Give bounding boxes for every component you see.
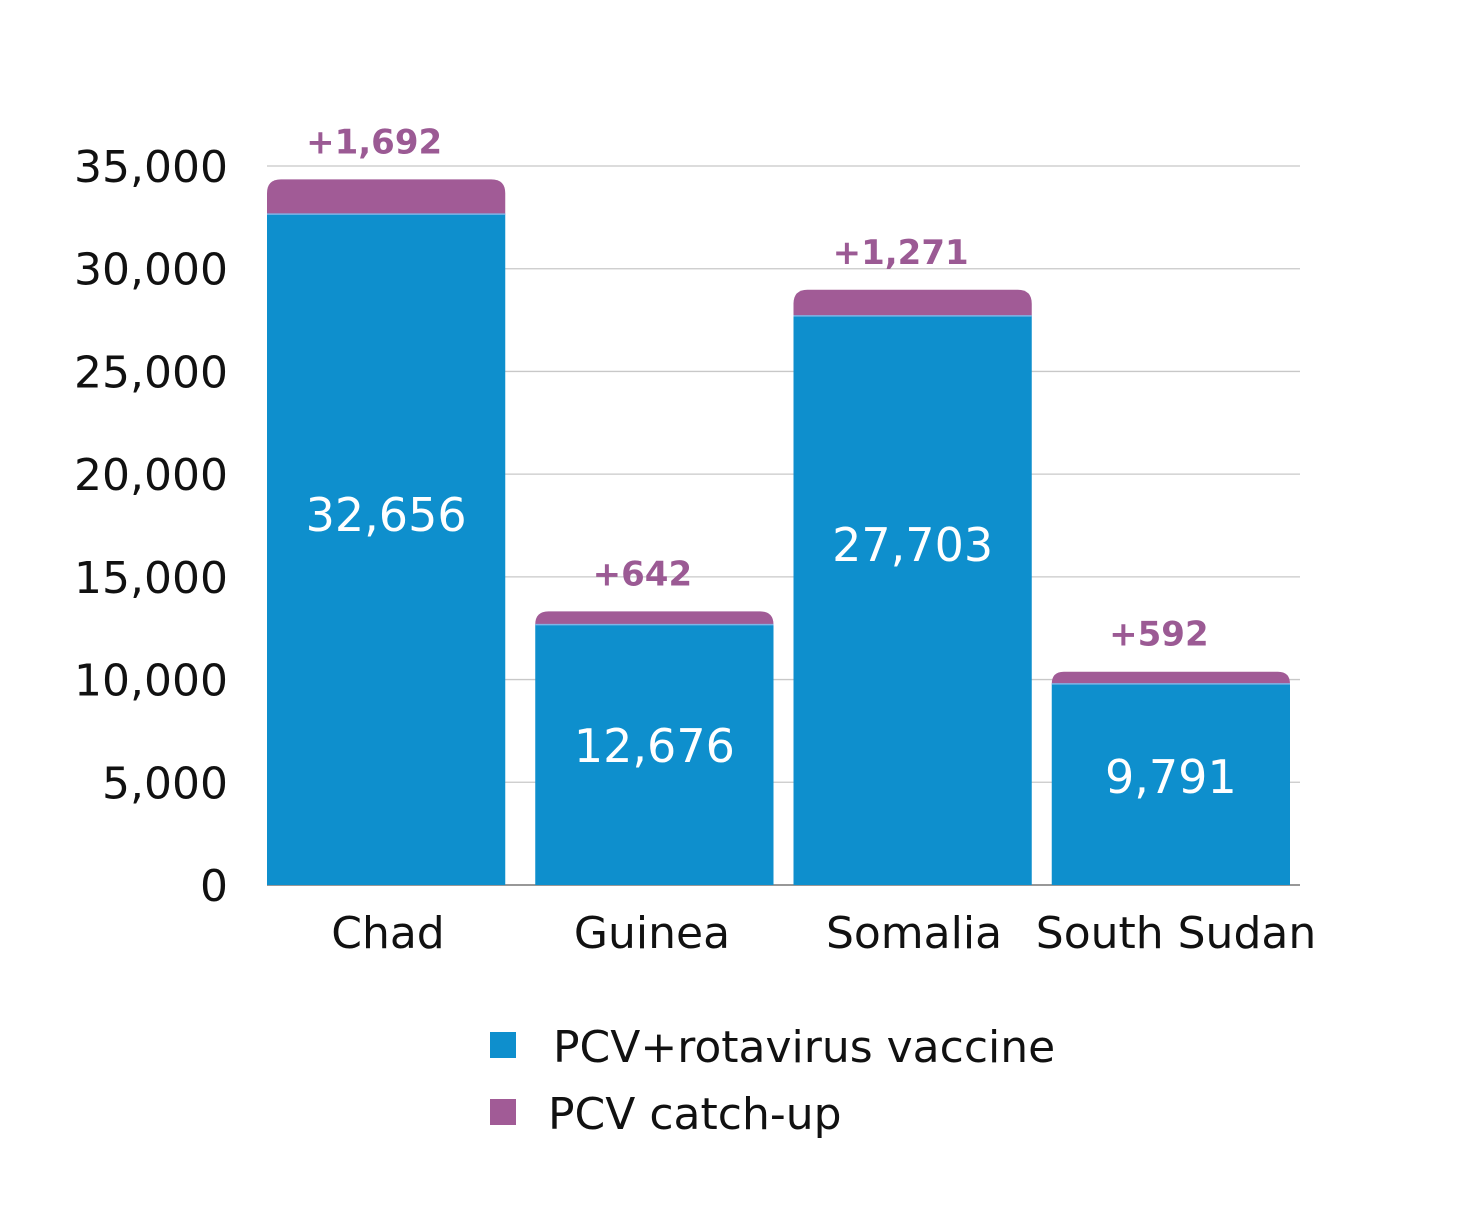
- data-label-catch-up: +1,271: [833, 233, 969, 273]
- x-tick-label: South Sudan: [1036, 908, 1316, 959]
- y-tick-label: 5,000: [102, 758, 228, 809]
- y-tick-label: 25,000: [74, 347, 228, 398]
- bar-segment-pcv-rotavirus: [1051, 683, 1290, 885]
- data-label-pcv-rotavirus: 12,676: [574, 719, 735, 773]
- bar-group-south-sudan: 9,791 +592: [1051, 615, 1290, 885]
- data-label-catch-up: +1,692: [306, 122, 442, 162]
- y-tick-label: 30,000: [74, 245, 228, 296]
- y-tick-label: 15,000: [74, 553, 228, 604]
- data-label-catch-up: +642: [593, 554, 692, 594]
- y-axis-ticks: 0 5,000 10,000 15,000 20,000 25,000 30,000 35,0…: [74, 142, 228, 912]
- data-label-pcv-rotavirus: 9,791: [1105, 750, 1237, 804]
- x-tick-label: Guinea: [574, 908, 730, 959]
- bar-group-somalia: 27,703 +1,271: [793, 233, 1032, 885]
- bar-segment-catch-up: [793, 289, 1032, 316]
- x-tick-label: Chad: [331, 908, 445, 959]
- legend-item: PCV catch-up: [490, 1089, 842, 1140]
- data-label-catch-up: +592: [1109, 615, 1208, 655]
- y-tick-label: 10,000: [74, 656, 228, 707]
- data-label-pcv-rotavirus: 27,703: [832, 518, 993, 572]
- bar-segment-catch-up: [267, 179, 506, 215]
- bar-segment-pcv-rotavirus: [267, 214, 506, 885]
- legend-item: PCV+rotavirus vaccine: [490, 1022, 1055, 1073]
- bars: 32,656 +1,692 12,676 +642 27,703 +1,271 9,791 +…: [267, 122, 1290, 885]
- x-axis-labels: Chad Guinea Somalia South Sudan: [331, 908, 1316, 959]
- x-tick-label: Somalia: [826, 908, 1002, 959]
- bar-segment-pcv-rotavirus: [535, 624, 774, 885]
- legend-swatch: [490, 1032, 516, 1058]
- y-tick-label: 35,000: [74, 142, 228, 193]
- bar-group-guinea: 12,676 +642: [535, 554, 774, 885]
- legend: PCV+rotavirus vaccine PCV catch-up: [490, 1022, 1055, 1140]
- legend-swatch: [490, 1099, 516, 1125]
- legend-label: PCV+rotavirus vaccine: [553, 1022, 1055, 1073]
- bar-segment-catch-up: [1051, 671, 1290, 684]
- bar-segment-catch-up: [535, 611, 774, 625]
- bar-group-chad: 32,656 +1,692: [267, 122, 506, 885]
- data-label-pcv-rotavirus: 32,656: [306, 488, 467, 542]
- y-tick-label: 20,000: [74, 450, 228, 501]
- legend-label: PCV catch-up: [548, 1089, 842, 1140]
- y-tick-label: 0: [200, 861, 228, 912]
- bar-segment-pcv-rotavirus: [793, 315, 1032, 885]
